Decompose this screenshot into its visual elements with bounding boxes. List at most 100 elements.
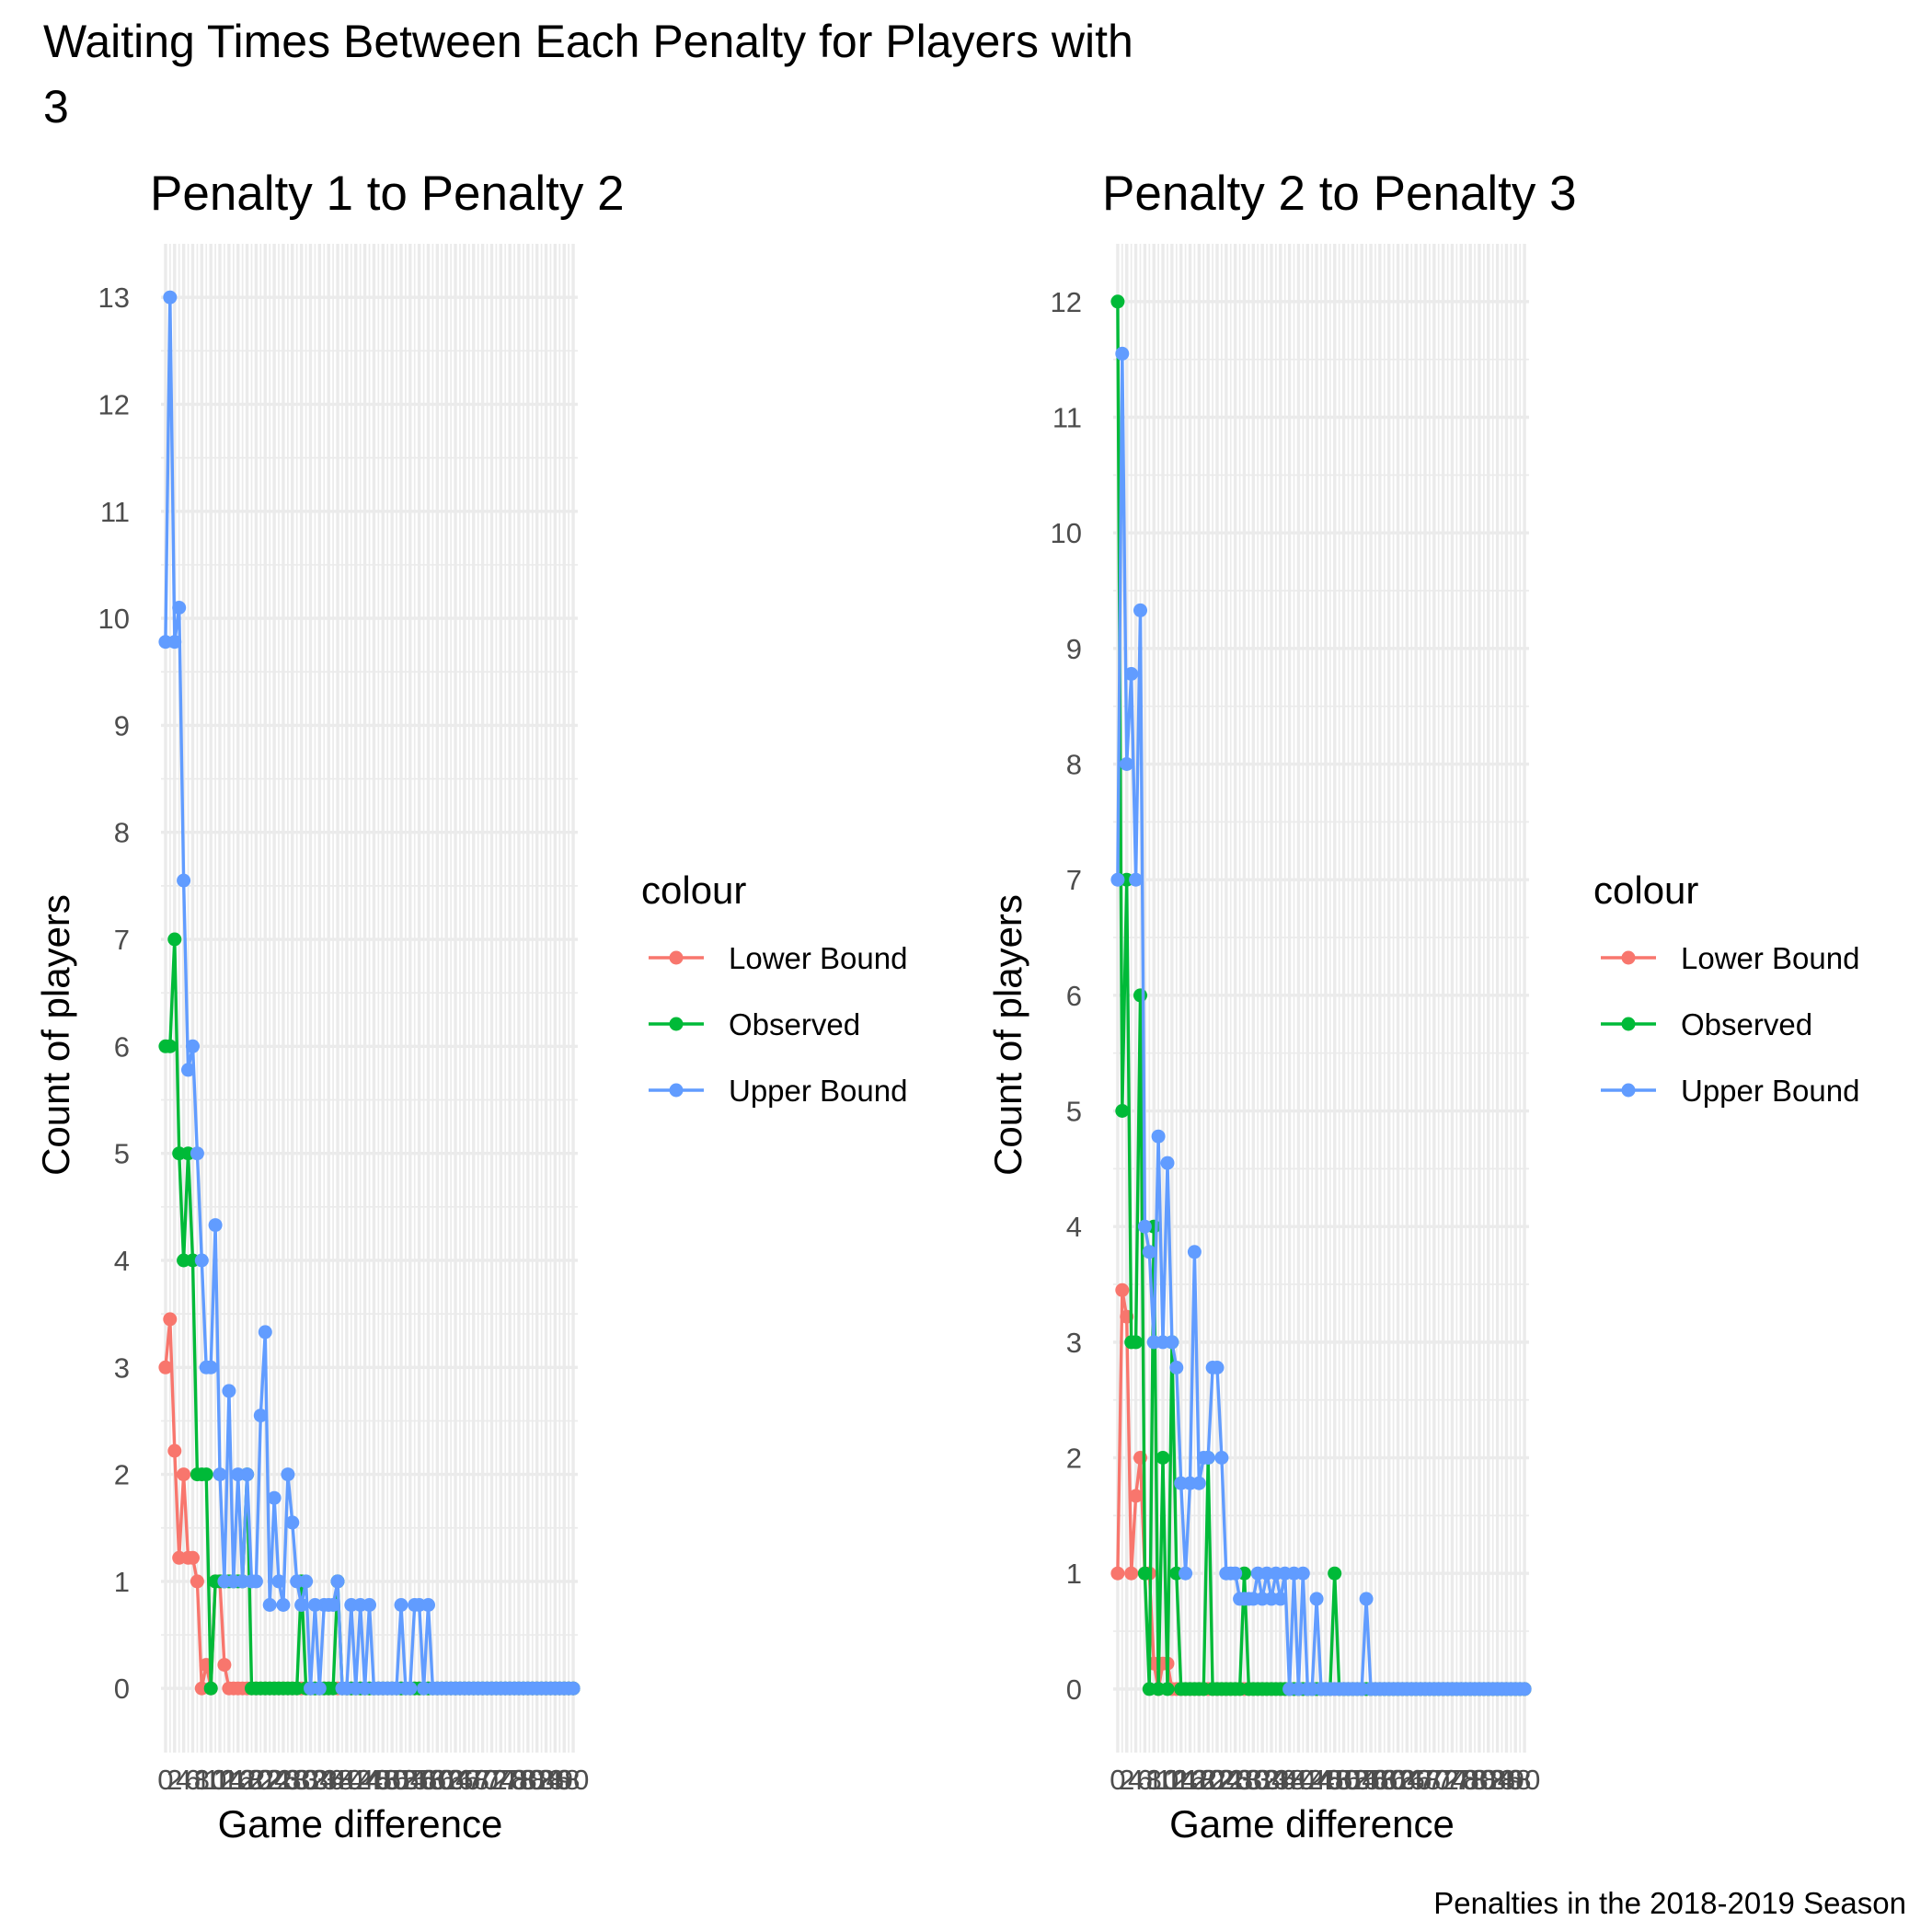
- data-point: [208, 1218, 223, 1233]
- data-point: [1169, 1361, 1184, 1374]
- data-point: [1295, 1566, 1310, 1581]
- x-tick-label: 6: [1137, 1764, 1153, 1796]
- legend: colour Lower Bound Observed Upper Bound: [1593, 868, 1859, 1108]
- y-tick-label: 10: [98, 603, 130, 635]
- x-tick-label: 32: [294, 1764, 326, 1796]
- x-tick-label: 14: [1165, 1764, 1196, 1796]
- data-point: [1328, 1566, 1342, 1581]
- y-tick-label: 4: [114, 1245, 130, 1277]
- x-tick-label: 18: [1183, 1764, 1214, 1796]
- y-tick-label: 12: [98, 388, 130, 420]
- figure-title-line2: 3: [43, 81, 69, 132]
- x-tick-label: 68: [458, 1764, 489, 1796]
- grid: [161, 244, 578, 1753]
- x-tick-label: 84: [530, 1764, 561, 1796]
- y-tick-label: 5: [114, 1138, 130, 1170]
- x-tick-label: 40: [331, 1764, 362, 1796]
- y-axis-label: Count of players: [34, 894, 77, 1176]
- data-point: [194, 1253, 209, 1268]
- y-tick-label: 1: [1066, 1558, 1082, 1590]
- x-tick-label: 26: [268, 1764, 299, 1796]
- data-point: [299, 1574, 314, 1589]
- data-point: [172, 601, 187, 615]
- x-tick-label: 24: [259, 1764, 290, 1796]
- legend-item: Upper Bound: [1601, 1074, 1859, 1108]
- data-point: [394, 1598, 408, 1612]
- legend-label: Lower Bound: [1681, 941, 1859, 975]
- data-point: [271, 1574, 286, 1589]
- data-point: [1110, 1566, 1125, 1581]
- data-point: [1110, 294, 1125, 309]
- data-point: [203, 1360, 218, 1374]
- data-point: [1115, 346, 1130, 361]
- x-tick-label: 90: [1509, 1764, 1540, 1796]
- legend-label: Observed: [1681, 1007, 1812, 1041]
- x-tick-label: 6: [185, 1764, 201, 1796]
- x-tick-label: 66: [1400, 1764, 1432, 1796]
- legend-item: Observed: [649, 1007, 860, 1041]
- data-point: [1228, 1566, 1243, 1581]
- x-tick-label: 10: [1147, 1764, 1179, 1796]
- data-point: [177, 1467, 191, 1482]
- x-tick-label: 60: [421, 1764, 453, 1796]
- data-point: [566, 1681, 581, 1696]
- x-tick-label: 2: [1119, 1764, 1134, 1796]
- data-point: [1142, 1245, 1156, 1259]
- data-point: [1273, 1592, 1288, 1606]
- data-point: [294, 1598, 309, 1612]
- legend-key-point: [1621, 950, 1636, 965]
- x-tick-label: 44: [349, 1764, 380, 1796]
- x-tick-label: 64: [1391, 1764, 1422, 1796]
- data-point: [330, 1574, 345, 1589]
- data-point: [177, 873, 191, 888]
- x-tick-label: 24: [1211, 1764, 1242, 1796]
- x-tick-label: 70: [1419, 1764, 1450, 1796]
- x-tick-label: 72: [1427, 1764, 1458, 1796]
- x-tick-label: 88: [548, 1764, 580, 1796]
- x-tick-label: 74: [1436, 1764, 1467, 1796]
- data-point: [1160, 1156, 1175, 1170]
- data-point: [1151, 1129, 1166, 1144]
- x-tick-label: 16: [222, 1764, 253, 1796]
- x-tick-label: 28: [277, 1764, 308, 1796]
- legend-title: colour: [1593, 868, 1698, 912]
- data-point: [326, 1598, 340, 1612]
- y-tick-label: 13: [98, 282, 130, 314]
- x-tick-label: 2: [167, 1764, 182, 1796]
- legend-key-point: [669, 1017, 684, 1031]
- y-tick-label: 0: [1066, 1673, 1082, 1706]
- x-tick-label: 68: [1409, 1764, 1441, 1796]
- x-tick-label: 86: [1490, 1764, 1522, 1796]
- x-tick-label: 52: [1337, 1764, 1368, 1796]
- x-tick-label: 36: [1265, 1764, 1296, 1796]
- x-tick-label: 58: [412, 1764, 443, 1796]
- x-tick-label: 28: [1228, 1764, 1259, 1796]
- x-tick-label: 10: [195, 1764, 226, 1796]
- data-point: [199, 1467, 213, 1482]
- x-tick-label: 40: [1282, 1764, 1314, 1796]
- data-point: [1133, 988, 1147, 1003]
- legend-title: colour: [641, 868, 746, 912]
- data-point: [285, 1515, 300, 1530]
- y-tick-label: 12: [1051, 286, 1082, 318]
- x-tick-label: 42: [339, 1764, 371, 1796]
- data-point: [1214, 1451, 1229, 1465]
- x-tick-label: 36: [313, 1764, 344, 1796]
- y-tick-label: 1: [114, 1566, 130, 1598]
- data-point: [1165, 1335, 1179, 1350]
- x-tick-label: 34: [1256, 1764, 1287, 1796]
- data-point: [1187, 1245, 1202, 1259]
- y-tick-label: 4: [1066, 1211, 1082, 1243]
- legend-label: Lower Bound: [729, 941, 907, 975]
- legend-key-point: [1621, 1083, 1636, 1098]
- series-upper-bound: [158, 290, 581, 1696]
- panel-title: Penalty 2 to Penalty 3: [1102, 167, 1577, 221]
- data-point: [1137, 1219, 1152, 1234]
- x-axis-ticks: 0246810121416182022242628303234363840424…: [157, 1764, 589, 1796]
- data-point: [1115, 1282, 1130, 1297]
- x-tick-label: 74: [485, 1764, 516, 1796]
- data-point: [262, 1598, 277, 1612]
- data-point: [240, 1467, 255, 1482]
